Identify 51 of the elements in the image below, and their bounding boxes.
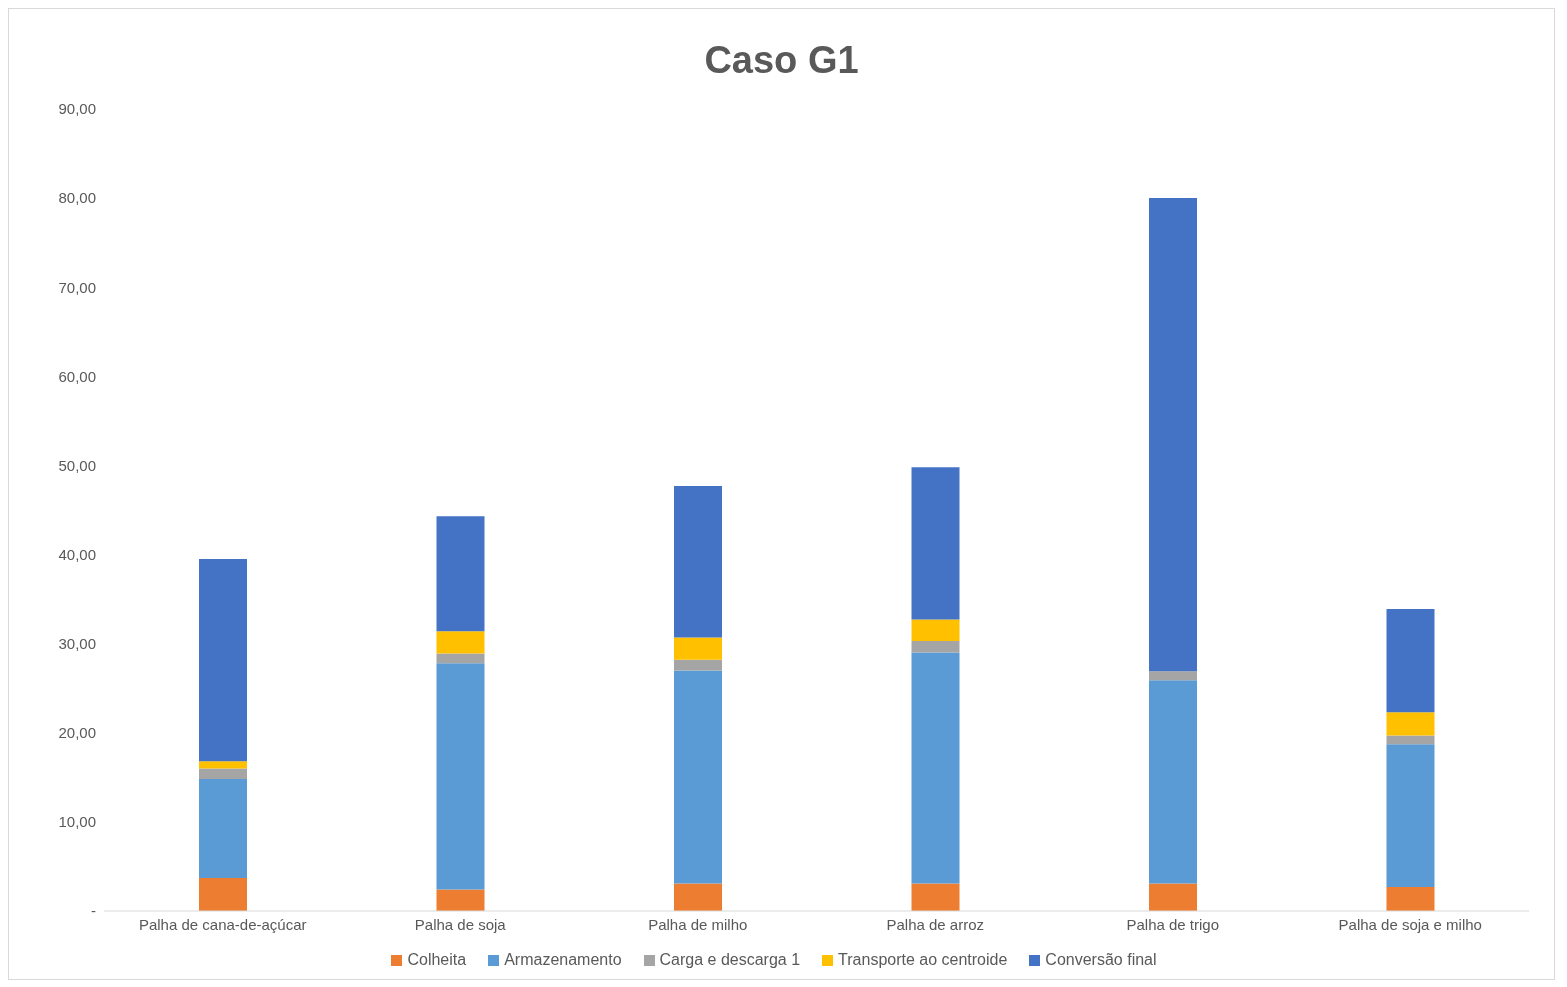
bar bbox=[1149, 198, 1197, 672]
x-tick-label: Palha de arroz bbox=[886, 915, 985, 933]
y-tick-label: 80,00 bbox=[58, 189, 96, 207]
y-tick-label: - bbox=[91, 902, 96, 920]
bar bbox=[199, 559, 247, 762]
legend-label: Conversão final bbox=[1045, 951, 1157, 969]
bar bbox=[1386, 744, 1435, 887]
legend-label: Colheita bbox=[407, 951, 467, 969]
bar bbox=[436, 516, 485, 632]
bar bbox=[674, 883, 722, 911]
bar bbox=[1149, 883, 1197, 911]
bar bbox=[1149, 680, 1197, 884]
x-tick-label: Palha de milho bbox=[648, 915, 748, 933]
y-tick-label: 50,00 bbox=[58, 456, 96, 474]
bar bbox=[911, 883, 960, 911]
bar bbox=[674, 485, 722, 638]
x-tick-label: Palha de trigo bbox=[1126, 915, 1220, 933]
x-tick-label: Palha de cana-de-açúcar bbox=[138, 915, 307, 933]
bar bbox=[911, 619, 960, 641]
x-tick-label: Palha de soja bbox=[414, 915, 507, 933]
y-tick-label: 10,00 bbox=[58, 813, 96, 831]
bar bbox=[1386, 886, 1435, 911]
bar bbox=[674, 637, 722, 660]
bar bbox=[436, 889, 485, 911]
bar bbox=[436, 631, 485, 654]
y-tick-label: 40,00 bbox=[58, 545, 96, 563]
y-tick-label: 70,00 bbox=[58, 278, 96, 296]
x-tick-label: Palha de soja e milho bbox=[1338, 915, 1482, 933]
chart-title: Caso G1 bbox=[703, 38, 860, 83]
bar bbox=[674, 670, 722, 884]
bar bbox=[436, 653, 485, 664]
bar bbox=[911, 467, 960, 620]
y-tick-label: 20,00 bbox=[58, 724, 96, 742]
y-tick-label: 30,00 bbox=[58, 634, 96, 652]
bar bbox=[1386, 608, 1435, 713]
bar bbox=[911, 640, 960, 653]
bar bbox=[199, 878, 247, 911]
bar bbox=[1386, 735, 1435, 745]
y-tick-label: 90,00 bbox=[58, 100, 96, 118]
bar bbox=[436, 663, 485, 890]
bar bbox=[1386, 712, 1435, 736]
bar bbox=[199, 761, 247, 769]
legend-label: Carga e descarga 1 bbox=[659, 951, 801, 969]
legend-label: Armazenamento bbox=[504, 951, 622, 969]
y-tick-label: 60,00 bbox=[58, 367, 96, 385]
bar bbox=[1149, 671, 1197, 681]
legend-label: Transporte ao centroide bbox=[838, 951, 1008, 969]
bar bbox=[199, 779, 247, 879]
bar bbox=[911, 652, 960, 884]
bar bbox=[199, 768, 247, 780]
bar bbox=[674, 659, 722, 671]
